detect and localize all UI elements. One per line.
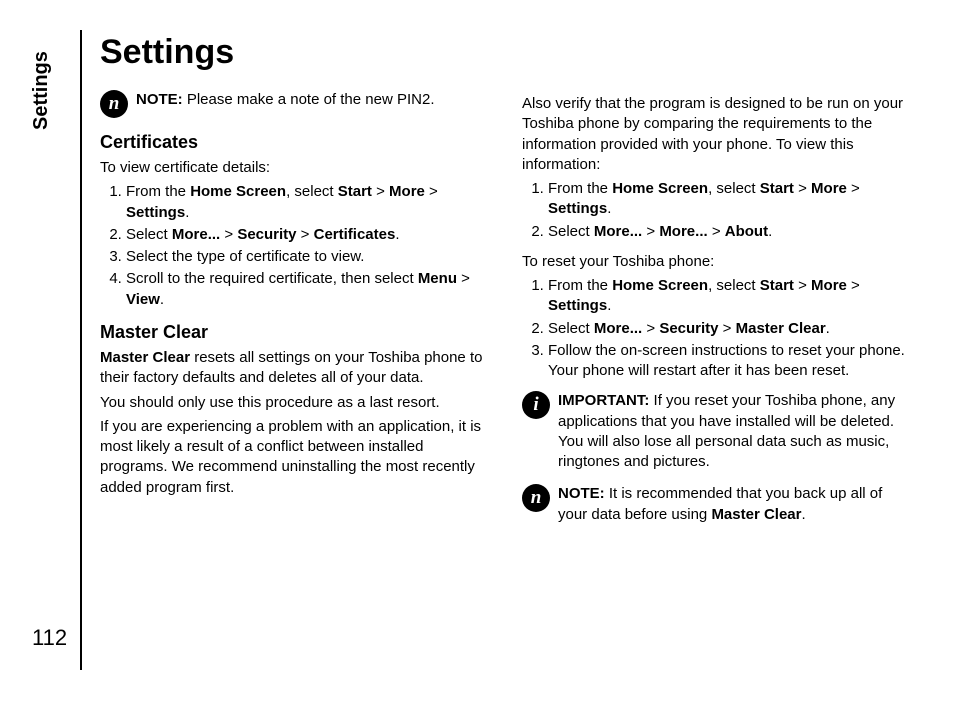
bold-text: Certificates <box>314 226 396 243</box>
important-callout: i IMPORTANT: If you reset your Toshiba p… <box>522 391 914 472</box>
text: , select <box>708 180 760 197</box>
note-callout-2: n NOTE: It is recommended that you back … <box>522 484 914 525</box>
text: > <box>297 226 314 243</box>
master-clear-p3: If you are experiencing a problem with a… <box>100 417 492 498</box>
bold-text: Settings <box>548 297 607 314</box>
text: > <box>457 270 470 287</box>
list-item: Select the type of certificate to view. <box>126 247 492 267</box>
page-title: Settings <box>100 30 492 76</box>
bold-text: Settings <box>126 204 185 221</box>
list-item: Select More... > Security > Certificates… <box>126 225 492 245</box>
text: , select <box>286 183 338 200</box>
bold-text: Home Screen <box>612 277 708 294</box>
bold-text: More <box>389 183 425 200</box>
list-item: From the Home Screen, select Start > Mor… <box>548 179 914 220</box>
text: > <box>719 320 736 337</box>
text: Select <box>548 223 594 240</box>
text: . <box>826 320 830 337</box>
bold-text: Start <box>760 180 794 197</box>
bold-text: Home Screen <box>612 180 708 197</box>
bold-text: Menu <box>418 270 457 287</box>
text: > <box>425 183 438 200</box>
master-clear-p1: Master Clear resets all settings on your… <box>100 348 492 389</box>
bold-text: Settings <box>548 200 607 217</box>
bold-text: Start <box>338 183 372 200</box>
bold-text: Master Clear <box>736 320 826 337</box>
text: Scroll to the required certificate, then… <box>126 270 418 287</box>
reset-intro: To reset your Toshiba phone: <box>522 252 914 272</box>
note-text: Please make a note of the new PIN2. <box>183 91 435 108</box>
text: . <box>607 200 611 217</box>
text: > <box>642 223 659 240</box>
bold-text: More... <box>172 226 220 243</box>
text: Select <box>548 320 594 337</box>
bold-text: More... <box>594 223 642 240</box>
column-right: Also verify that the program is designed… <box>522 30 914 537</box>
text: . <box>160 291 164 308</box>
note-label: NOTE: <box>136 91 183 108</box>
list-item: Select More... > Security > Master Clear… <box>548 319 914 339</box>
vertical-rule <box>80 30 82 670</box>
note-icon: n <box>522 484 550 512</box>
bold-text: More <box>811 277 847 294</box>
text: > <box>642 320 659 337</box>
bold-text: View <box>126 291 160 308</box>
list-item: Follow the on-screen instructions to res… <box>548 341 914 382</box>
text: . <box>395 226 399 243</box>
certificates-steps: From the Home Screen, select Start > Mor… <box>100 182 492 310</box>
text: > <box>794 277 811 294</box>
list-item: From the Home Screen, select Start > Mor… <box>548 276 914 317</box>
certificates-heading: Certificates <box>100 130 492 154</box>
list-item: Select More... > More... > About. <box>548 222 914 242</box>
note-label: NOTE: <box>558 485 605 502</box>
text: From the <box>548 277 612 294</box>
text: > <box>220 226 237 243</box>
column-left: Settings n NOTE: Please make a note of t… <box>100 30 492 537</box>
text: From the <box>126 183 190 200</box>
text: > <box>708 223 725 240</box>
verify-paragraph: Also verify that the program is designed… <box>522 94 914 175</box>
bold-text: Security <box>237 226 296 243</box>
text: > <box>847 180 860 197</box>
bold-text: Master Clear <box>711 506 801 523</box>
bold-text: More... <box>594 320 642 337</box>
reset-steps: From the Home Screen, select Start > Mor… <box>522 276 914 381</box>
text: From the <box>548 180 612 197</box>
master-clear-heading: Master Clear <box>100 320 492 344</box>
bold-text: More... <box>659 223 707 240</box>
text: . <box>801 506 805 523</box>
page-number: 112 <box>32 625 67 651</box>
content-columns: Settings n NOTE: Please make a note of t… <box>100 30 914 537</box>
bold-text: Home Screen <box>190 183 286 200</box>
list-item: Scroll to the required certificate, then… <box>126 269 492 310</box>
text: > <box>794 180 811 197</box>
text: . <box>185 204 189 221</box>
text: > <box>372 183 389 200</box>
note-body: NOTE: Please make a note of the new PIN2… <box>136 90 492 110</box>
text: > <box>847 277 860 294</box>
certificates-intro: To view certificate details: <box>100 158 492 178</box>
text: Select <box>126 226 172 243</box>
bold-text: Security <box>659 320 718 337</box>
view-info-steps: From the Home Screen, select Start > Mor… <box>522 179 914 242</box>
list-item: From the Home Screen, select Start > Mor… <box>126 182 492 223</box>
text: , select <box>708 277 760 294</box>
note-icon: n <box>100 90 128 118</box>
bold-text: Master Clear <box>100 349 190 366</box>
important-label: IMPORTANT: <box>558 392 649 409</box>
bold-text: About <box>725 223 768 240</box>
text: . <box>607 297 611 314</box>
page: Settings 112 Settings n NOTE: Please mak… <box>0 0 954 701</box>
bold-text: More <box>811 180 847 197</box>
master-clear-p2: You should only use this procedure as a … <box>100 393 492 413</box>
note-callout: n NOTE: Please make a note of the new PI… <box>100 90 492 118</box>
note-body-2: NOTE: It is recommended that you back up… <box>558 484 914 525</box>
side-section-label: Settings <box>30 51 53 130</box>
info-icon: i <box>522 391 550 419</box>
bold-text: Start <box>760 277 794 294</box>
text: . <box>768 223 772 240</box>
important-body: IMPORTANT: If you reset your Toshiba pho… <box>558 391 914 472</box>
